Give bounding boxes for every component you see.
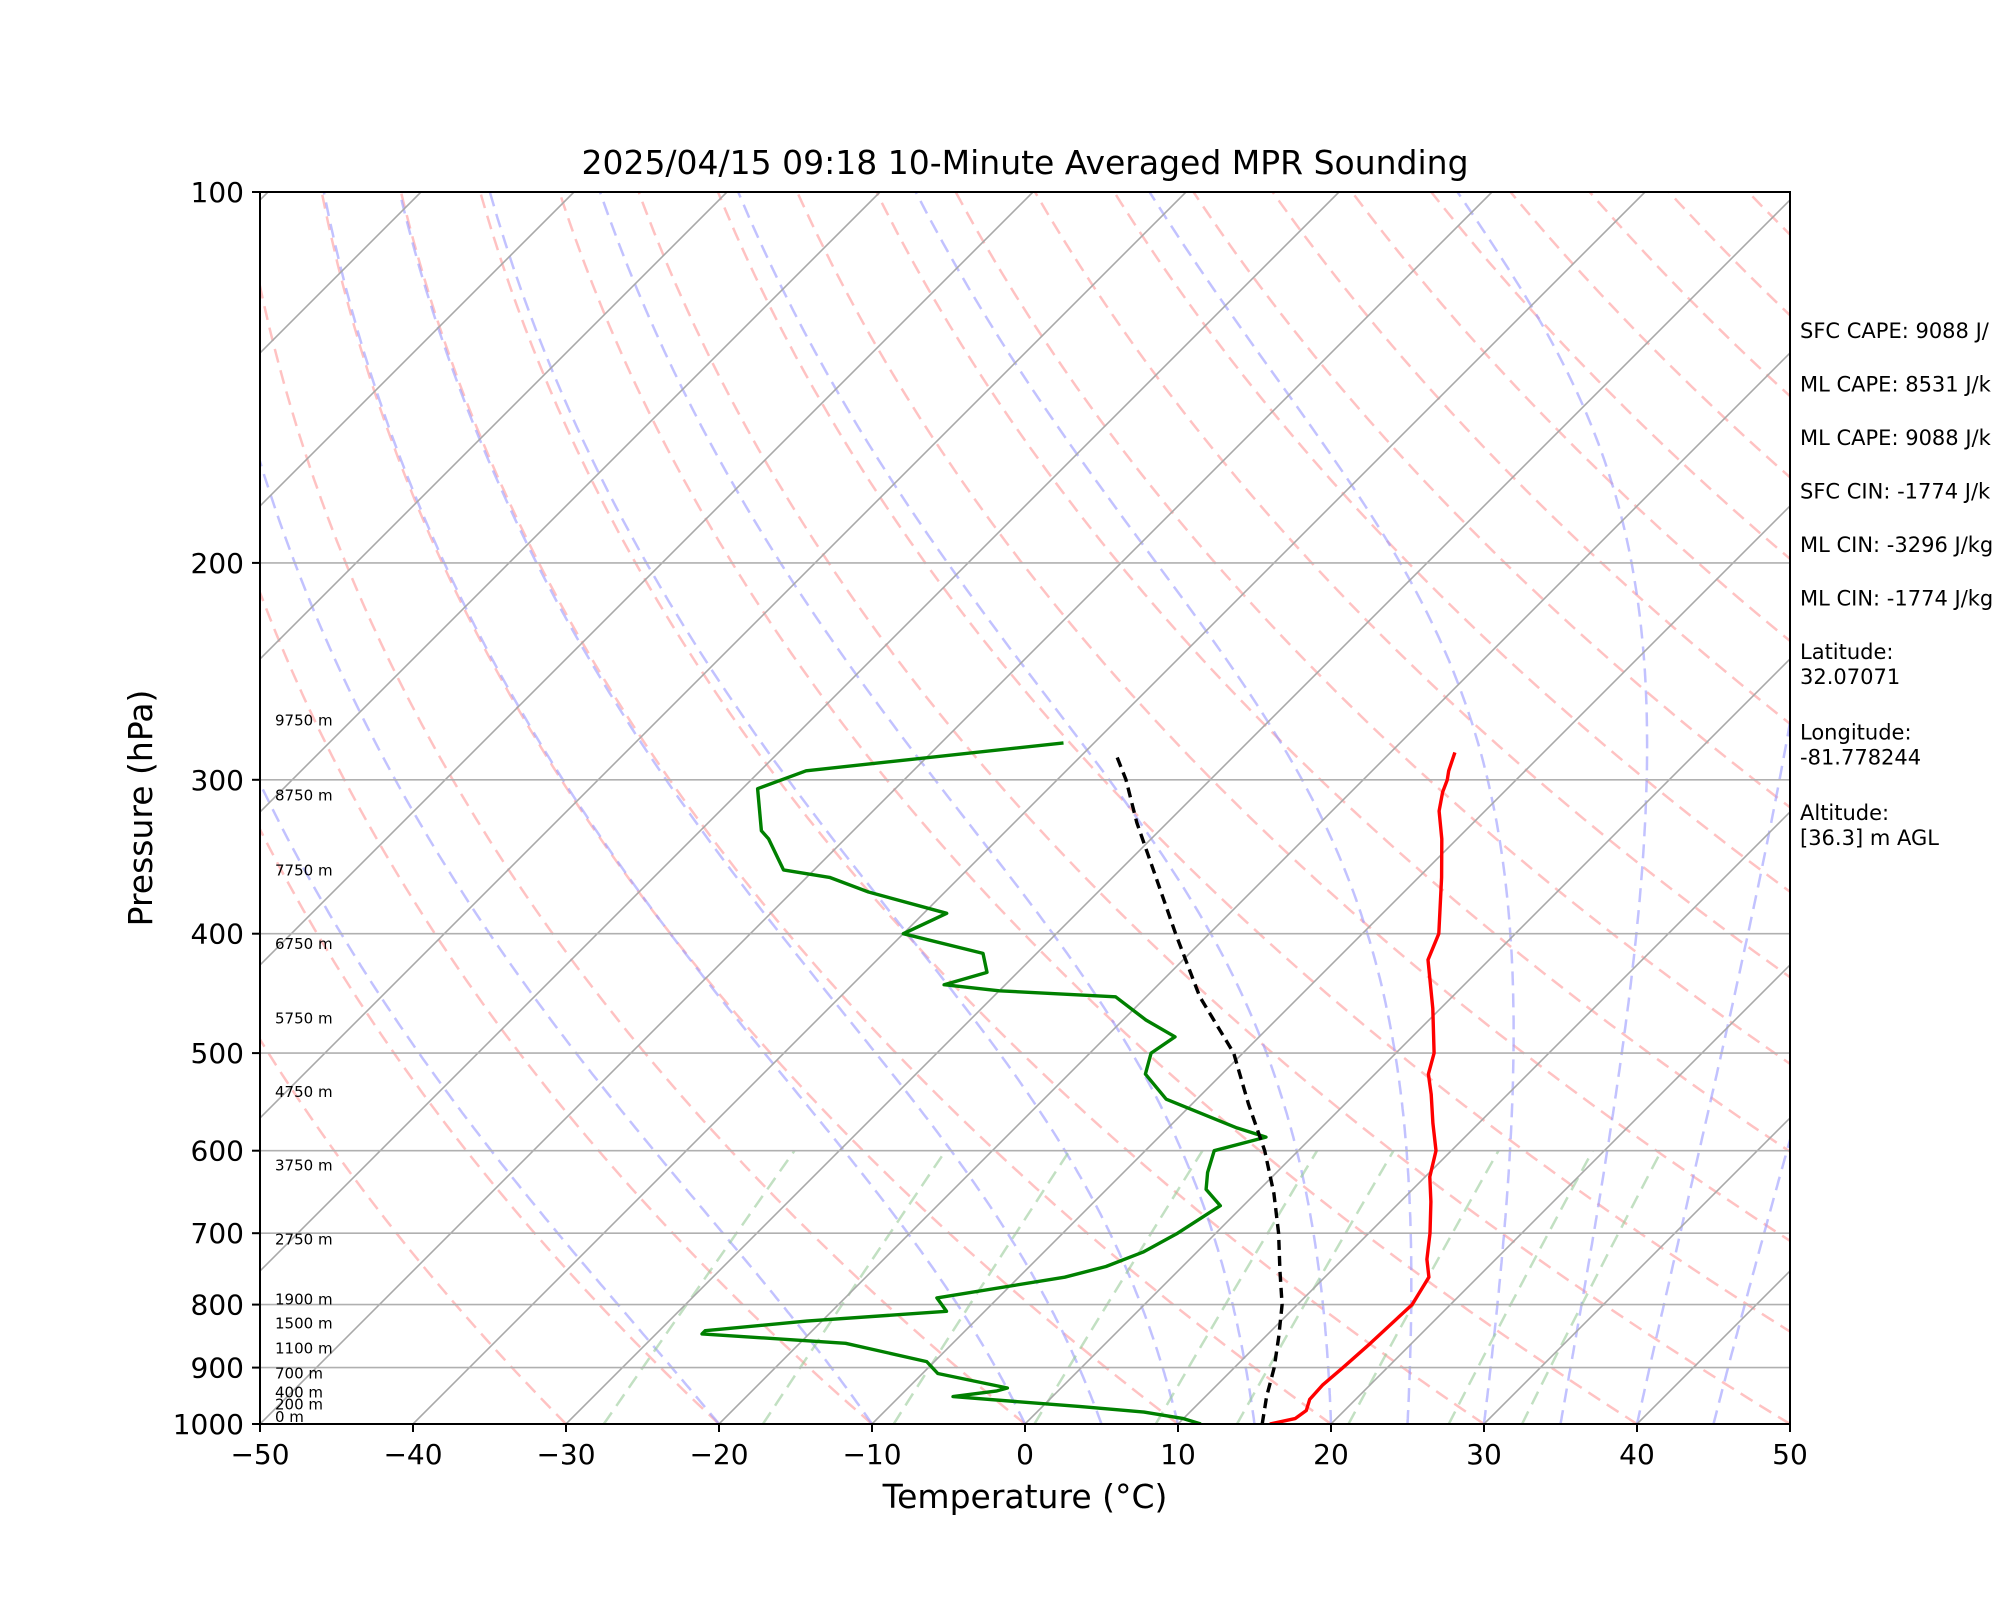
height-label: 4750 m xyxy=(275,1083,333,1101)
height-label: 1100 m xyxy=(275,1340,333,1358)
height-label: 2750 m xyxy=(275,1231,333,1249)
x-tick-label: 20 xyxy=(1313,1438,1349,1471)
x-tick-label: −40 xyxy=(383,1438,442,1471)
y-axis-label: Pressure (hPa) xyxy=(121,690,160,927)
height-label: 3750 m xyxy=(275,1157,333,1175)
height-label: 7750 m xyxy=(275,861,333,879)
height-label: 1900 m xyxy=(275,1291,333,1309)
x-tick-label: −20 xyxy=(689,1438,748,1471)
y-tick-label: 700 xyxy=(191,1217,244,1250)
x-tick-label: 40 xyxy=(1619,1438,1655,1471)
y-tick-label: 100 xyxy=(191,176,244,209)
stat-annotation: ML CIN: -1774 J/kg xyxy=(1800,587,1993,611)
x-tick-label: 0 xyxy=(1016,1438,1034,1471)
y-tick-label: 600 xyxy=(191,1135,244,1168)
height-label: 5750 m xyxy=(275,1010,333,1028)
height-label: 400 m xyxy=(275,1383,323,1401)
stat-annotation: ML CAPE: 8531 J/k xyxy=(1800,373,1992,397)
y-tick-label: 400 xyxy=(191,918,244,951)
x-tick-label: −30 xyxy=(536,1438,595,1471)
height-label: 6750 m xyxy=(275,935,333,953)
x-tick-label: 30 xyxy=(1466,1438,1502,1471)
y-tick-label: 500 xyxy=(191,1037,244,1070)
x-axis-label: Temperature (°C) xyxy=(882,1477,1168,1516)
stat-annotation: SFC CAPE: 9088 J/ xyxy=(1800,319,1990,343)
y-tick-label: 900 xyxy=(191,1352,244,1385)
y-tick-label: 200 xyxy=(191,547,244,580)
height-label: 8750 m xyxy=(275,787,333,805)
y-tick-label: 1000 xyxy=(173,1408,244,1441)
stat-annotation: SFC CIN: -1774 J/k xyxy=(1800,480,1991,504)
x-tick-label: −50 xyxy=(230,1438,289,1471)
stat-annotation: Latitude:32.07071 xyxy=(1800,640,1900,689)
y-tick-label: 300 xyxy=(191,764,244,797)
x-tick-label: 50 xyxy=(1772,1438,1808,1471)
stat-annotation: Longitude:-81.778244 xyxy=(1800,721,1921,770)
x-tick-label: −10 xyxy=(842,1438,901,1471)
height-label: 1500 m xyxy=(275,1315,333,1333)
y-tick-label: 800 xyxy=(191,1289,244,1322)
height-label: 9750 m xyxy=(275,711,333,729)
stat-annotation: ML CAPE: 9088 J/k xyxy=(1800,426,1992,450)
height-label: 700 m xyxy=(275,1365,323,1383)
chart-title: 2025/04/15 09:18 10-Minute Averaged MPR … xyxy=(581,143,1468,182)
stat-annotation: ML CIN: -3296 J/kg xyxy=(1800,533,1993,557)
x-tick-label: 10 xyxy=(1160,1438,1196,1471)
